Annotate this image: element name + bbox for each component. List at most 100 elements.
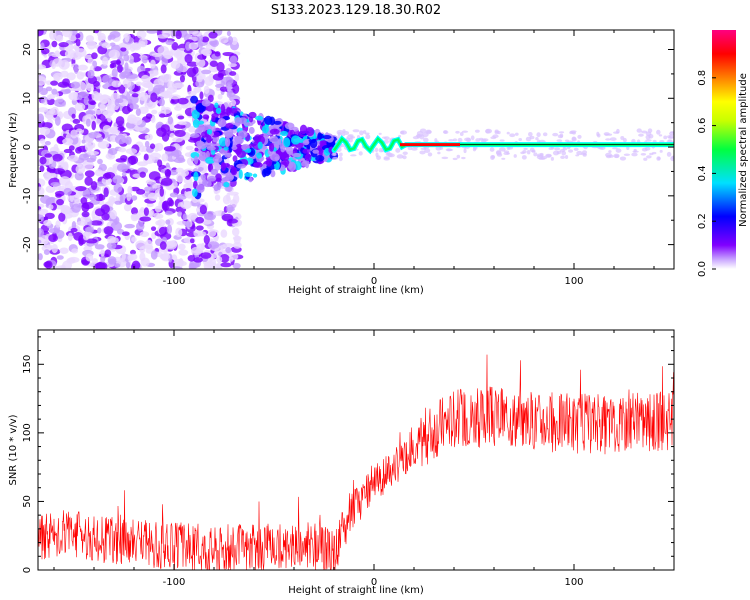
heatmap-cell	[411, 147, 418, 151]
heatmap-cell	[94, 169, 103, 177]
heatmap-cell	[61, 30, 73, 38]
heatmap-cell	[309, 138, 318, 149]
heatmap-cell	[170, 60, 181, 69]
heatmap-cell	[201, 174, 206, 181]
heatmap-cell	[570, 131, 576, 134]
heatmap-cell	[200, 252, 212, 259]
heatmap-cell	[81, 211, 90, 218]
heatmap-cell	[255, 115, 264, 121]
heatmap-cell	[158, 194, 166, 202]
x-tick-label: 0	[371, 577, 377, 588]
heatmap-cell	[195, 225, 204, 231]
heatmap-cell	[160, 64, 167, 74]
heatmap-cell	[132, 116, 143, 126]
heatmap-cell	[174, 129, 186, 138]
heatmap-cell	[121, 252, 126, 261]
heatmap-cell	[117, 126, 126, 132]
heatmap-cell	[638, 133, 644, 137]
heatmap-cell	[554, 147, 561, 151]
heatmap-cell	[153, 212, 161, 220]
heatmap-cell	[157, 219, 166, 227]
heatmap-cell	[99, 94, 108, 105]
heatmap-cell	[81, 202, 90, 213]
heatmap-cell	[139, 171, 146, 178]
heatmap-cell	[506, 131, 510, 135]
heatmap-cell	[452, 157, 458, 161]
heatmap-cell	[518, 137, 523, 142]
colorbar-tick-label: 0.6	[697, 118, 708, 134]
heatmap-cell	[91, 52, 98, 60]
heatmap-cell	[492, 134, 499, 139]
heatmap-cell	[111, 68, 118, 78]
heatmap-cell	[138, 40, 146, 47]
heatmap-cell	[107, 178, 113, 183]
heatmap-cell	[667, 135, 671, 138]
heatmap-cell	[97, 140, 110, 149]
heatmap-cell	[463, 148, 467, 154]
heatmap-cell	[359, 130, 364, 136]
heatmap-cell	[87, 57, 94, 65]
heatmap-cell	[177, 243, 186, 250]
heatmap-cell	[317, 133, 324, 139]
heatmap-cell	[52, 153, 63, 162]
heatmap-cell	[172, 85, 178, 93]
heatmap-cell	[121, 171, 127, 177]
heatmap-cell	[269, 128, 280, 135]
heatmap-cell	[501, 157, 506, 160]
heatmap-cell	[69, 52, 82, 60]
heatmap-cell	[169, 192, 178, 198]
heatmap-cell	[139, 216, 152, 222]
spectrogram-ylabel: Frequency (Hz)	[8, 112, 19, 188]
heatmap-cell	[422, 137, 429, 143]
heatmap-cell	[139, 252, 146, 262]
heatmap-cell	[40, 99, 45, 104]
heatmap-cell	[84, 176, 93, 186]
heatmap-cell	[131, 93, 139, 98]
heatmap-cell	[53, 168, 66, 175]
heatmap-cell	[150, 226, 157, 232]
heatmap-cell	[45, 110, 54, 120]
heatmap-cell	[91, 120, 96, 131]
snr-panel: -100 0 100 0 50 100 150 Height of straight lin…	[8, 329, 675, 596]
heatmap-cell	[213, 184, 219, 192]
heatmap-cell	[452, 138, 458, 142]
heatmap-cell	[38, 253, 43, 261]
heatmap-cell	[400, 130, 405, 135]
heatmap-cell	[188, 42, 199, 50]
heatmap-cell	[496, 150, 501, 155]
heatmap-cell	[178, 258, 184, 266]
heatmap-cell	[173, 52, 180, 58]
x-tick-label: -100	[163, 276, 186, 287]
heatmap-cell	[175, 167, 184, 173]
heatmap-cell	[128, 155, 139, 165]
heatmap-cell	[136, 188, 146, 195]
heatmap-cell	[102, 125, 112, 133]
heatmap-cell	[365, 134, 371, 140]
heatmap-cell	[137, 167, 149, 175]
heatmap-cell	[39, 138, 46, 144]
heatmap-cell	[114, 134, 127, 145]
heatmap-cell	[38, 64, 47, 70]
heatmap-cell	[120, 47, 127, 52]
heatmap-marks	[38, 30, 674, 269]
heatmap-cell	[526, 149, 531, 155]
heatmap-cell	[253, 161, 263, 168]
heatmap-cell	[200, 131, 208, 138]
heatmap-cell	[89, 154, 97, 161]
heatmap-cell	[509, 133, 516, 138]
heatmap-cell	[135, 108, 141, 117]
heatmap-cell	[129, 103, 139, 110]
heatmap-cell	[100, 204, 110, 214]
heatmap-cell	[94, 262, 106, 269]
heatmap-cell	[337, 134, 341, 139]
heatmap-cell	[531, 150, 536, 153]
heatmap-cell	[273, 120, 282, 125]
heatmap-cell	[538, 157, 546, 160]
heatmap-cell	[220, 103, 226, 114]
heatmap-cell	[174, 124, 186, 129]
heatmap-cell	[138, 106, 149, 115]
heatmap-cell	[383, 139, 390, 144]
heatmap-cell	[58, 212, 66, 222]
heatmap-cell	[44, 140, 51, 146]
heatmap-cell	[238, 169, 243, 179]
